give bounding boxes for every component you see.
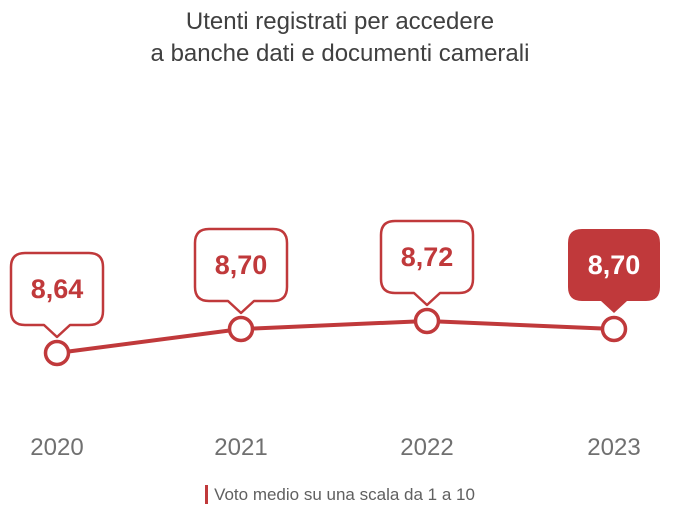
data-point-2022 <box>413 307 441 335</box>
x-tick-label-2021: 2021 <box>214 434 267 461</box>
line-chart: 8,64 8,70 8,72 8,70 2020 2021 2022 2023 <box>9 219 660 461</box>
callout-bubble-2021 <box>193 227 289 315</box>
x-tick-label-2023: 2023 <box>587 434 640 461</box>
callout-bubble-2020 <box>9 251 105 339</box>
legend-label: Voto medio su una scala da 1 a 10 <box>214 485 475 504</box>
data-label-2021: 8,70 <box>215 250 268 280</box>
series-line <box>55 319 616 355</box>
chart-legend: Voto medio su una scala da 1 a 10 <box>0 484 680 506</box>
data-label-2023: 8,70 <box>588 250 641 280</box>
callout-bubble-2023 <box>568 229 660 313</box>
x-tick-label-2022: 2022 <box>400 434 453 461</box>
legend-marker <box>205 485 209 504</box>
data-label-2022: 8,72 <box>401 242 454 272</box>
data-point-2020 <box>43 339 71 367</box>
chart-title: Utenti registrati per accedere a banche … <box>0 6 680 70</box>
chart-title-line-1: Utenti registrati per accedere <box>185 8 495 35</box>
data-point-2021 <box>227 315 255 343</box>
callout-bubble-2022 <box>379 219 475 307</box>
x-tick-label-2020: 2020 <box>30 434 83 461</box>
chart-title-line-2: a banche dati e documenti camerali <box>150 40 530 67</box>
data-label-2020: 8,64 <box>31 274 84 304</box>
data-point-2023 <box>600 315 628 343</box>
